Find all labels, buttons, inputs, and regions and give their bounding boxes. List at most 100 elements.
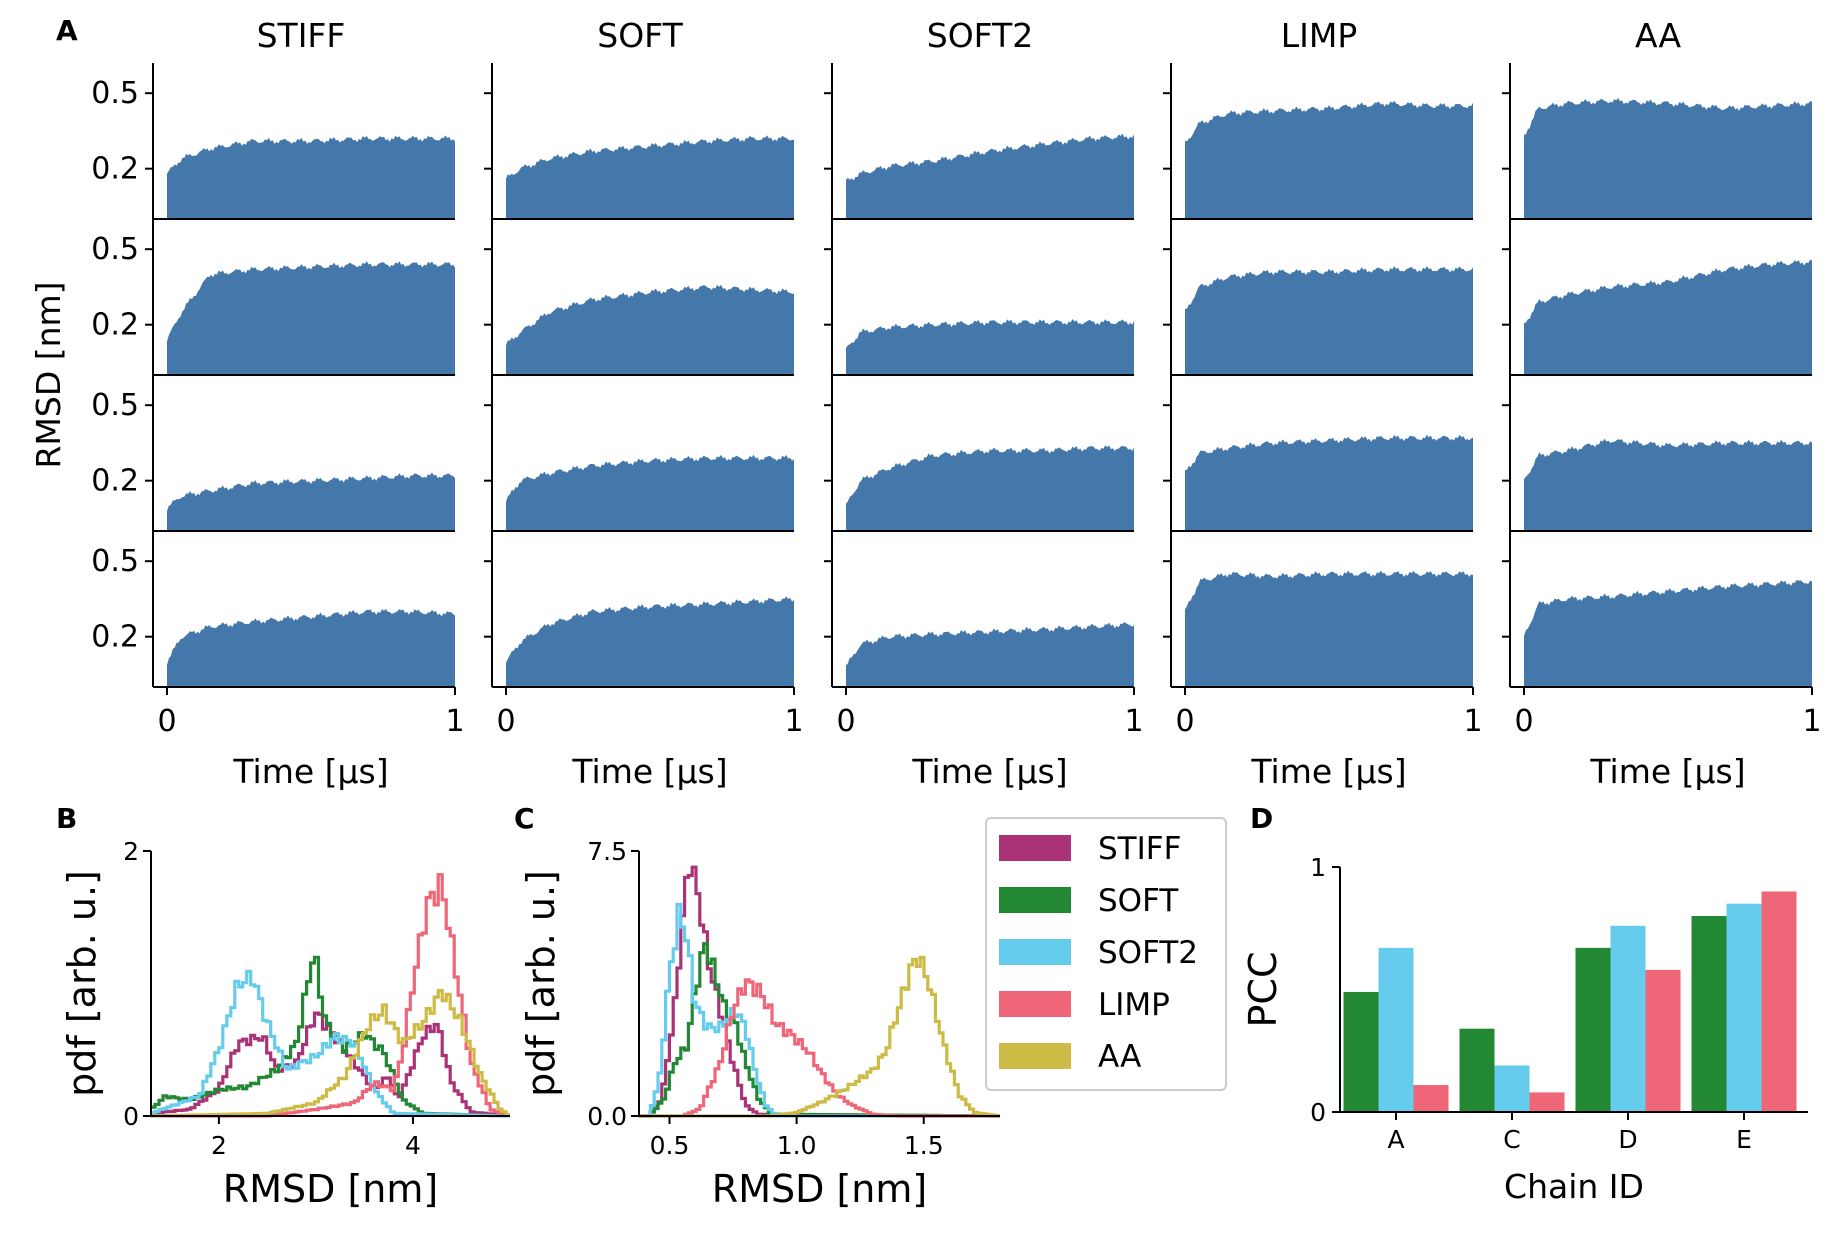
y-tick-label: 0.2 <box>91 464 139 499</box>
legend-swatch-soft <box>999 887 1071 913</box>
panel-d-pcc-bar-chart: A C D E 0 1 Chain ID PCC <box>1241 853 1808 1206</box>
panel-a-rmsd-time-grid: STIFF SOFT SOFT2 LIMP AA 0.5 0.2 0.5 0.2 0.5 0.2 0.… <box>91 16 1821 791</box>
y-tick-label: 0.2 <box>91 620 139 655</box>
y-tick-label: 7.5 <box>587 837 627 866</box>
y-axis-label: PCC <box>1241 952 1285 1028</box>
y-tick-label: 0.5 <box>91 544 139 579</box>
rmsd-area-aa-run-3 <box>1524 438 1812 531</box>
rmsd-area-limp-run-2 <box>1185 266 1473 375</box>
rmsd-area-aa-run-2 <box>1524 259 1812 375</box>
panel-label-a: A <box>56 14 78 47</box>
x-tick-label: 1.0 <box>777 1131 817 1160</box>
legend-label-soft: SOFT <box>1098 883 1179 919</box>
bar-limp-a <box>1413 1085 1449 1112</box>
rmsd-area-stiff-run-3 <box>167 472 455 531</box>
rmsd-area-limp-run-1 <box>1185 100 1473 219</box>
bar-soft-e <box>1691 916 1727 1112</box>
bar-soft2-d <box>1610 925 1646 1112</box>
y-tick-label: 0.0 <box>587 1102 627 1131</box>
legend-swatch-soft2 <box>999 939 1071 965</box>
histogram-line-aa <box>151 989 510 1118</box>
x-tick-label: 1.5 <box>904 1131 944 1160</box>
panel-a-ylabel: RMSD [nm] <box>29 281 68 468</box>
column-title-aa: AA <box>1635 16 1681 55</box>
x-axis-label: Time [μs] <box>1250 752 1406 791</box>
histogram-line-soft2 <box>151 969 510 1118</box>
x-tick-label: 0 <box>1514 704 1533 739</box>
bar-soft2-c <box>1494 1065 1530 1112</box>
legend-swatch-aa <box>999 1043 1071 1069</box>
x-tick-label: 1 <box>1802 704 1821 739</box>
rmsd-area-soft-run-1 <box>506 135 794 219</box>
y-tick-label: 0.2 <box>91 308 139 343</box>
bar-soft-d <box>1575 947 1611 1112</box>
x-tick-label: 1 <box>1463 704 1482 739</box>
rmsd-area-stiff-run-2 <box>167 261 455 375</box>
bar-limp-e <box>1761 891 1797 1112</box>
column-title-limp: LIMP <box>1281 16 1358 55</box>
legend: STIFF SOFT SOFT2 LIMP AA <box>985 817 1227 1091</box>
bar-soft2-e <box>1726 903 1762 1112</box>
panel-label-b: B <box>56 802 77 835</box>
x-tick-label: 0 <box>836 704 855 739</box>
x-tick-label: 2 <box>211 1131 227 1160</box>
y-tick-label: 0.5 <box>91 76 139 111</box>
y-tick-label: 0.2 <box>91 152 139 187</box>
x-axis-label: Time [μs] <box>571 752 727 791</box>
legend-label-soft2: SOFT2 <box>1098 935 1198 971</box>
x-tick-label: 0 <box>157 704 176 739</box>
rmsd-area-soft-run-2 <box>506 284 794 375</box>
x-axis-label: Time [μs] <box>1589 752 1745 791</box>
y-tick-label: 1 <box>1310 853 1326 882</box>
x-tick-label: D <box>1618 1125 1637 1154</box>
y-tick-label: 0 <box>123 1102 139 1131</box>
x-tick-label: 0 <box>496 704 515 739</box>
bar-soft2-a <box>1378 947 1414 1112</box>
histogram-line-limp <box>151 873 510 1118</box>
rmsd-area-soft-run-4 <box>506 596 794 687</box>
y-tick-label: 0 <box>1310 1098 1326 1127</box>
x-axis-label: RMSD [nm] <box>223 1167 438 1211</box>
rmsd-area-soft2-run-4 <box>846 622 1134 687</box>
legend-label-limp: LIMP <box>1098 987 1170 1023</box>
x-tick-label: A <box>1387 1125 1404 1154</box>
rmsd-area-aa-run-1 <box>1524 97 1812 219</box>
x-axis-label: Time [μs] <box>232 752 388 791</box>
legend-label-aa: AA <box>1098 1039 1141 1075</box>
legend-frame <box>985 817 1227 1091</box>
bar-soft-a <box>1343 991 1379 1112</box>
y-axis-label: pdf [arb. u.] <box>519 870 563 1097</box>
rmsd-area-soft2-run-2 <box>846 319 1134 375</box>
rmsd-area-soft2-run-3 <box>846 445 1134 531</box>
panel-b-rmsd-histogram: 2 4 0 2 RMSD [nm] pdf [arb. u.] <box>60 837 510 1211</box>
x-tick-label: 0.5 <box>650 1131 690 1160</box>
x-axis-label: Chain ID <box>1504 1167 1644 1206</box>
y-tick-label: 0.5 <box>91 388 139 423</box>
column-title-soft2: SOFT2 <box>927 16 1033 55</box>
column-title-stiff: STIFF <box>257 16 346 55</box>
rmsd-area-aa-run-4 <box>1524 580 1812 687</box>
rmsd-area-stiff-run-4 <box>167 608 455 687</box>
rmsd-area-soft-run-3 <box>506 454 794 531</box>
y-tick-label: 2 <box>123 837 139 866</box>
x-axis-label: RMSD [nm] <box>712 1167 927 1211</box>
bar-limp-c <box>1529 1092 1565 1112</box>
x-tick-label: 1 <box>784 704 803 739</box>
x-tick-label: 1 <box>445 704 464 739</box>
panel-label-d: D <box>1250 802 1273 835</box>
x-tick-label: E <box>1736 1125 1752 1154</box>
rmsd-area-limp-run-4 <box>1185 570 1473 687</box>
y-axis-label: pdf [arb. u.] <box>60 870 104 1097</box>
x-tick-label: 4 <box>405 1131 421 1160</box>
column-title-soft: SOFT <box>597 16 683 55</box>
bar-soft-c <box>1459 1028 1495 1112</box>
x-tick-label: 1 <box>1124 704 1143 739</box>
rmsd-area-soft2-run-1 <box>846 133 1134 219</box>
rmsd-area-stiff-run-1 <box>167 135 455 219</box>
legend-swatch-stiff <box>999 835 1071 861</box>
rmsd-area-limp-run-3 <box>1185 434 1473 531</box>
x-tick-label: 0 <box>1175 704 1194 739</box>
bar-limp-d <box>1645 969 1681 1112</box>
legend-label-stiff: STIFF <box>1098 831 1181 867</box>
